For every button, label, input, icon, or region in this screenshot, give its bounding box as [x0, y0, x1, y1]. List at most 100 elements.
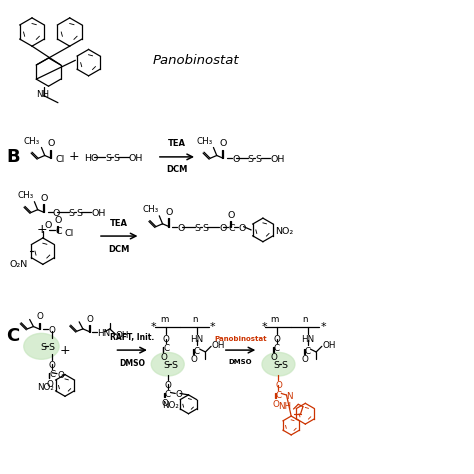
- Text: C: C: [275, 391, 282, 400]
- Text: O: O: [36, 312, 44, 321]
- Text: m: m: [271, 315, 279, 324]
- Text: OH: OH: [322, 341, 336, 350]
- Text: C: C: [55, 228, 62, 237]
- Text: +: +: [69, 150, 80, 164]
- Text: O: O: [164, 381, 171, 390]
- Text: S: S: [255, 155, 261, 164]
- Text: S: S: [113, 154, 119, 163]
- Text: m: m: [160, 315, 168, 324]
- Text: O: O: [271, 353, 278, 362]
- Text: S: S: [282, 361, 288, 370]
- Text: O: O: [57, 371, 64, 380]
- Text: DMSO: DMSO: [119, 358, 145, 367]
- Text: O: O: [45, 221, 52, 230]
- Text: O: O: [162, 399, 168, 408]
- Text: HN: HN: [191, 335, 203, 344]
- Text: O: O: [53, 210, 60, 219]
- Text: O: O: [41, 193, 48, 202]
- Text: O: O: [219, 224, 227, 233]
- Text: *: *: [321, 321, 327, 331]
- Text: HN: HN: [98, 328, 110, 337]
- Text: C: C: [194, 347, 200, 356]
- Text: O: O: [232, 155, 240, 164]
- Text: O: O: [301, 356, 308, 365]
- Text: CH₃: CH₃: [17, 191, 34, 200]
- Text: HO: HO: [84, 154, 98, 163]
- Text: C: C: [49, 370, 55, 379]
- Text: O: O: [219, 139, 227, 148]
- Text: S: S: [76, 210, 82, 219]
- Text: B: B: [6, 148, 20, 166]
- Text: O: O: [49, 361, 56, 370]
- Text: C: C: [228, 224, 235, 233]
- Text: S: S: [274, 361, 280, 370]
- Ellipse shape: [151, 353, 184, 376]
- Text: *: *: [262, 321, 267, 331]
- Text: HN: HN: [301, 335, 314, 344]
- Text: S: S: [248, 155, 254, 164]
- Text: TEA: TEA: [110, 219, 128, 228]
- Text: S: S: [40, 343, 46, 352]
- Text: C: C: [6, 327, 19, 345]
- Text: n: n: [192, 315, 197, 324]
- Text: OH: OH: [91, 210, 106, 219]
- Ellipse shape: [262, 353, 295, 376]
- Text: +: +: [36, 223, 47, 237]
- Text: Cl: Cl: [55, 155, 65, 164]
- Text: OH: OH: [211, 341, 225, 350]
- Text: Panobinostat: Panobinostat: [152, 54, 239, 67]
- Text: C: C: [163, 345, 169, 354]
- Text: O: O: [48, 326, 55, 335]
- Text: NH: NH: [278, 402, 291, 411]
- Text: Cl: Cl: [64, 229, 73, 238]
- Text: O: O: [46, 380, 53, 389]
- Text: O: O: [160, 353, 167, 362]
- Text: CH₃: CH₃: [196, 137, 212, 146]
- Text: O: O: [273, 335, 281, 344]
- Text: CH₃: CH₃: [24, 137, 40, 146]
- Text: O: O: [55, 216, 62, 225]
- Text: S: S: [69, 210, 75, 219]
- Text: O: O: [175, 391, 182, 400]
- Text: CH₃: CH₃: [142, 205, 158, 214]
- Text: O₂N: O₂N: [9, 260, 28, 269]
- Text: NO₂: NO₂: [162, 401, 179, 410]
- Text: Panobinostat: Panobinostat: [214, 336, 267, 342]
- Text: N: N: [286, 392, 293, 401]
- Text: O: O: [191, 356, 198, 365]
- Text: O: O: [86, 315, 93, 324]
- Text: O: O: [272, 400, 279, 409]
- Text: RAFT, Init.: RAFT, Init.: [110, 333, 154, 342]
- Text: C: C: [274, 345, 280, 354]
- Text: OH: OH: [116, 331, 129, 340]
- Text: NO₂: NO₂: [37, 383, 54, 392]
- Text: S: S: [105, 154, 111, 163]
- Text: n: n: [302, 315, 308, 324]
- Text: DCM: DCM: [166, 165, 188, 174]
- Text: S: S: [48, 343, 54, 352]
- Text: OH: OH: [271, 155, 285, 164]
- Text: S: S: [202, 224, 208, 233]
- Text: O: O: [165, 208, 173, 217]
- Text: DCM: DCM: [109, 245, 130, 254]
- Text: O: O: [228, 211, 235, 220]
- Text: O: O: [48, 139, 55, 148]
- Ellipse shape: [24, 333, 59, 359]
- Text: S: S: [195, 224, 201, 233]
- Text: C: C: [164, 390, 171, 399]
- Text: *: *: [151, 321, 156, 331]
- Text: TEA: TEA: [168, 139, 186, 148]
- Text: S: S: [163, 361, 169, 370]
- Text: O: O: [178, 224, 185, 233]
- Text: *: *: [210, 321, 216, 331]
- Text: DMSO: DMSO: [229, 358, 252, 365]
- Text: O: O: [239, 224, 246, 233]
- Text: NO₂: NO₂: [275, 227, 293, 236]
- Text: S: S: [171, 361, 177, 370]
- Text: O: O: [275, 381, 282, 390]
- Text: C: C: [305, 347, 311, 356]
- Text: OH: OH: [128, 154, 143, 163]
- Text: NH: NH: [36, 90, 49, 99]
- Text: O: O: [163, 335, 170, 344]
- Text: +: +: [60, 344, 70, 356]
